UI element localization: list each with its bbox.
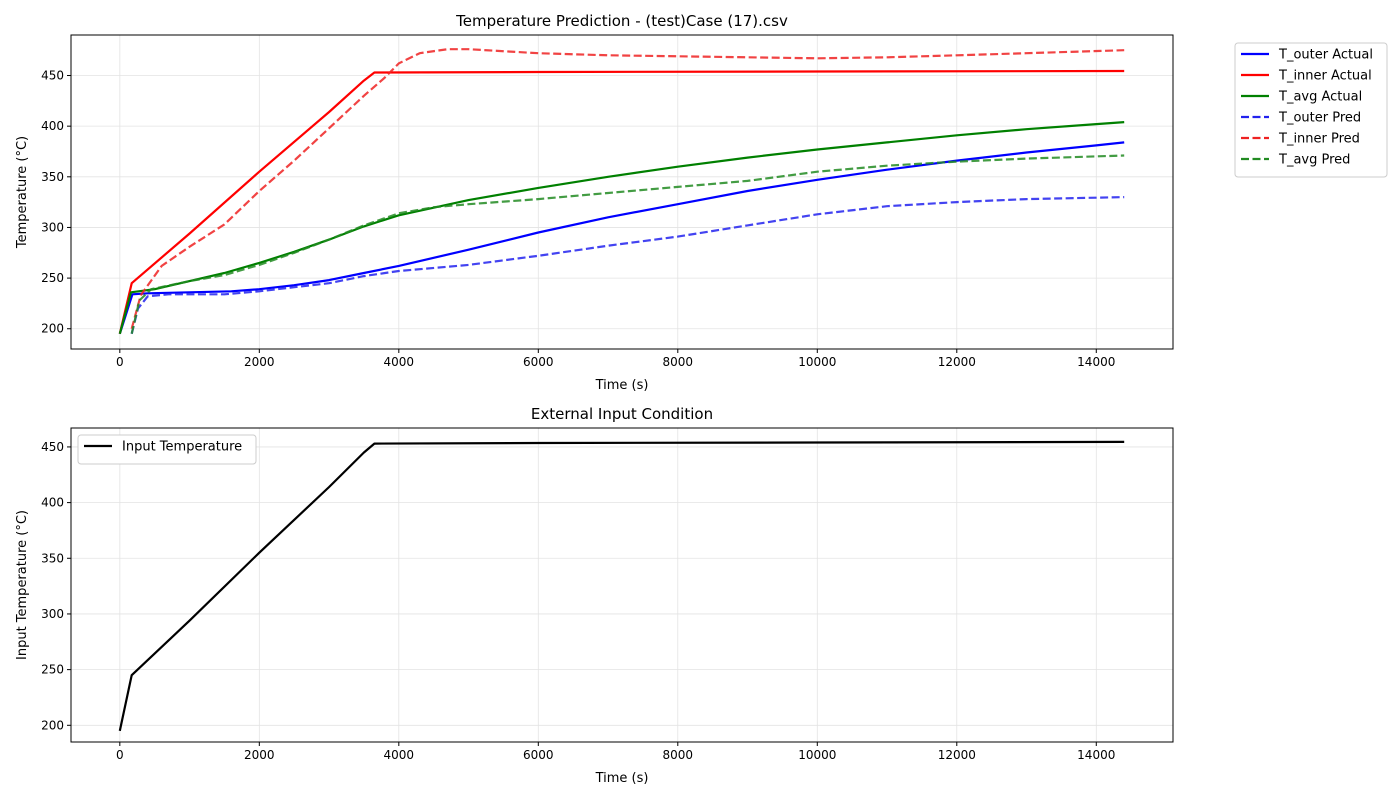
x-tick-label: 10000 [798,355,836,369]
legend-label: T_inner Actual [1278,69,1372,84]
legend: Input Temperature [77,434,257,465]
y-tick-label: 300 [41,607,64,621]
series-line-t-outer-actual [118,141,1125,335]
legend-box [77,434,257,465]
x-tick-label: 12000 [938,355,976,369]
series-line-t-inner-actual [118,69,1125,335]
x-axis-label: Time (s) [595,378,649,393]
y-axis-label: Input Temperature (°C) [15,510,30,660]
x-axis-label: Time (s) [595,771,649,786]
legend-label: Input Temperature [122,440,242,455]
series-line-t-inner-pred [130,48,1125,329]
series-line-t-avg-actual [118,121,1125,335]
chart-title: Temperature Prediction - (test)Case (17)… [455,12,788,30]
x-tick-label: 14000 [1077,355,1115,369]
legend-label: T_outer Actual [1278,48,1373,63]
x-tick-label: 12000 [938,748,976,762]
legend-label: T_avg Actual [1278,90,1362,105]
chart-panel-2: 0 2000 4000 6000 8000 10000 12000 14000 200 250 30… [15,405,1174,786]
x-tick-label: 0 [116,748,124,762]
y-tick-label: 400 [41,119,64,133]
legend-box [1234,42,1388,178]
y-tick-label: 200 [41,322,64,336]
x-tick-label: 4000 [384,355,415,369]
grid [71,428,1173,742]
y-tick-label: 300 [41,220,64,234]
series-group [118,440,1125,732]
y-axis-label: Temperature (°C) [15,136,30,249]
x-tick-label: 10000 [798,748,836,762]
y-tick-label: 350 [41,551,64,565]
x-tick-label: 6000 [523,355,554,369]
series-group [118,48,1125,335]
legend-label: T_inner Pred [1278,132,1360,147]
y-tick-label: 450 [41,440,64,454]
axes-frame [70,427,1174,743]
y-tick-label: 450 [41,69,64,83]
y-tick-label: 250 [41,271,64,285]
series-line-input-temperature [118,440,1125,732]
x-tick-label: 8000 [663,748,694,762]
y-tick-label: 400 [41,496,64,510]
y-tick-label: 350 [41,170,64,184]
x-tick-label: 2000 [244,355,275,369]
chart-title: External Input Condition [531,405,713,423]
chart-panel-1: 0 2000 4000 6000 8000 10000 12000 14000 200 250 30… [15,12,1388,393]
x-tick-label: 2000 [244,748,275,762]
legend-label: T_outer Pred [1278,111,1361,126]
y-tick-label: 200 [41,718,64,732]
x-tick-label: 14000 [1077,748,1115,762]
x-tick-label: 8000 [663,355,694,369]
y-tick-label: 250 [41,663,64,677]
axes-frame [70,34,1174,350]
x-tick-label: 6000 [523,748,554,762]
legend: T_outer Actual T_inner Actual T_avg Actual… [1234,42,1388,178]
x-tick-label: 4000 [384,748,415,762]
x-tick-label: 0 [116,355,124,369]
series-line-t-avg-pred [130,154,1125,335]
series-line-t-outer-pred [130,196,1125,335]
legend-label: T_avg Pred [1278,153,1350,168]
